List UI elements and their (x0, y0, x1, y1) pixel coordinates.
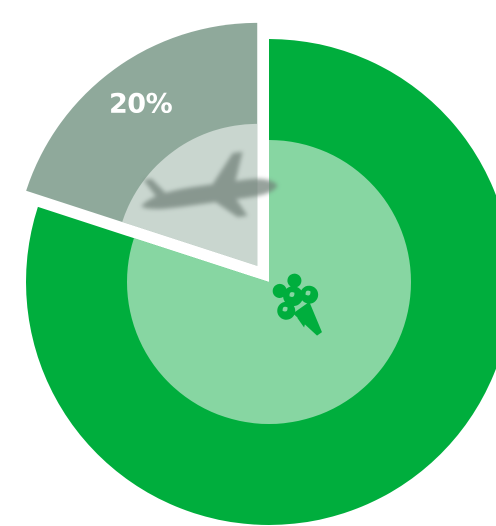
bouquet-icon (272, 273, 322, 336)
airplane-icon (141, 151, 278, 218)
slice-label-1: 20% (109, 89, 173, 120)
labels-layer: 20% (109, 89, 173, 120)
slices-layer (25, 22, 496, 525)
pie-slice-inner-2 (127, 140, 412, 424)
